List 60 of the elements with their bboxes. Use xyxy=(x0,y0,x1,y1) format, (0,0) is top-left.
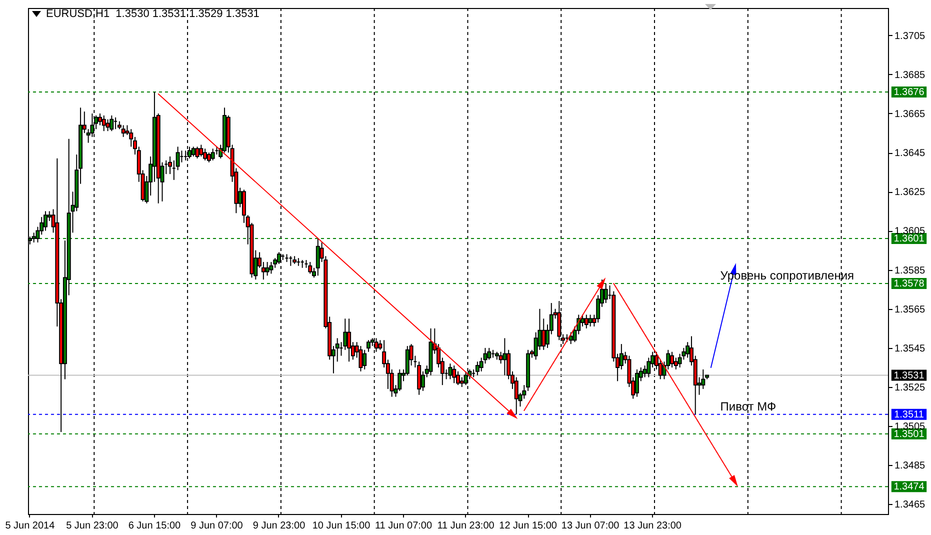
y-tick-label: 1.3545 xyxy=(894,343,926,354)
candlestick xyxy=(670,351,674,368)
candlestick xyxy=(191,146,196,157)
annotation: Пивот МФ xyxy=(720,399,776,414)
y-tick-label: 1.3645 xyxy=(894,148,926,160)
candlestick xyxy=(635,368,640,398)
candlestick xyxy=(475,361,480,376)
x-tick-label: 9 Jun 07:00 xyxy=(190,520,244,532)
candlestick xyxy=(308,261,312,274)
x-tick-label: 12 Jun 15:00 xyxy=(499,520,558,532)
ref-line-label: 1.3578 xyxy=(894,278,925,290)
y-tick-label: 1.3625 xyxy=(894,187,926,198)
y-tick-label: 1.3685 xyxy=(894,70,926,81)
x-tick-label: 11 Jun 07:00 xyxy=(374,520,432,532)
candlestick xyxy=(460,376,464,388)
candlestick xyxy=(102,114,106,132)
x-tick-label: 5 Jun 23:00 xyxy=(66,520,119,532)
x-tick-label: 6 Jun 15:00 xyxy=(128,520,182,532)
candlestick xyxy=(195,146,200,159)
candlestick xyxy=(588,314,592,327)
candlestick xyxy=(203,148,208,161)
ref-line-label: 1.3676 xyxy=(894,87,925,98)
candlestick xyxy=(206,152,211,163)
candlestick xyxy=(316,238,320,276)
y-tick-label: 1.3525 xyxy=(894,382,926,394)
x-tick-label: 10 Jun 15:00 xyxy=(312,520,371,532)
chart-title: EURUSD,H1 1.3530 1.3531 1.3529 1.3531 xyxy=(46,8,260,20)
x-tick-label: 13 Jun 23:00 xyxy=(624,520,682,532)
candlestick xyxy=(366,340,370,352)
candlestick xyxy=(210,148,215,161)
candlestick xyxy=(642,365,647,378)
candlestick xyxy=(542,318,546,350)
candlestick xyxy=(347,318,352,362)
candlestick xyxy=(199,144,204,157)
candlestick xyxy=(358,345,363,372)
x-tick-label: 13 Jun 07:00 xyxy=(561,520,620,532)
candlestick xyxy=(584,314,588,329)
y-tick-label: 1.3465 xyxy=(894,500,926,511)
ref-line-label: 1.3511 xyxy=(894,409,924,420)
candlestick xyxy=(44,210,48,232)
y-tick-label: 1.3565 xyxy=(894,304,926,316)
candlestick xyxy=(121,124,126,138)
candlestick xyxy=(502,338,507,376)
x-tick-label: 5 Jun 2014 xyxy=(5,520,56,532)
x-tick-label: 9 Jun 23:00 xyxy=(252,520,306,532)
candlestick xyxy=(452,365,456,384)
x-tick-label: 11 Jun 23:00 xyxy=(437,520,495,532)
candlestick xyxy=(487,347,492,360)
y-tick-label: 1.3665 xyxy=(894,109,926,120)
ref-line-label: 1.3531 xyxy=(894,370,925,382)
y-tick-label: 1.3705 xyxy=(894,30,926,42)
candlestick xyxy=(448,363,452,380)
candlestick xyxy=(362,349,367,370)
candlestick xyxy=(32,232,36,243)
candlestick xyxy=(269,261,274,274)
candlestick xyxy=(110,114,114,132)
candlestick xyxy=(580,314,585,327)
y-tick-label: 1.3485 xyxy=(894,460,926,472)
ref-line-label: 1.3474 xyxy=(894,482,925,493)
y-tick-label: 1.3585 xyxy=(894,265,926,276)
